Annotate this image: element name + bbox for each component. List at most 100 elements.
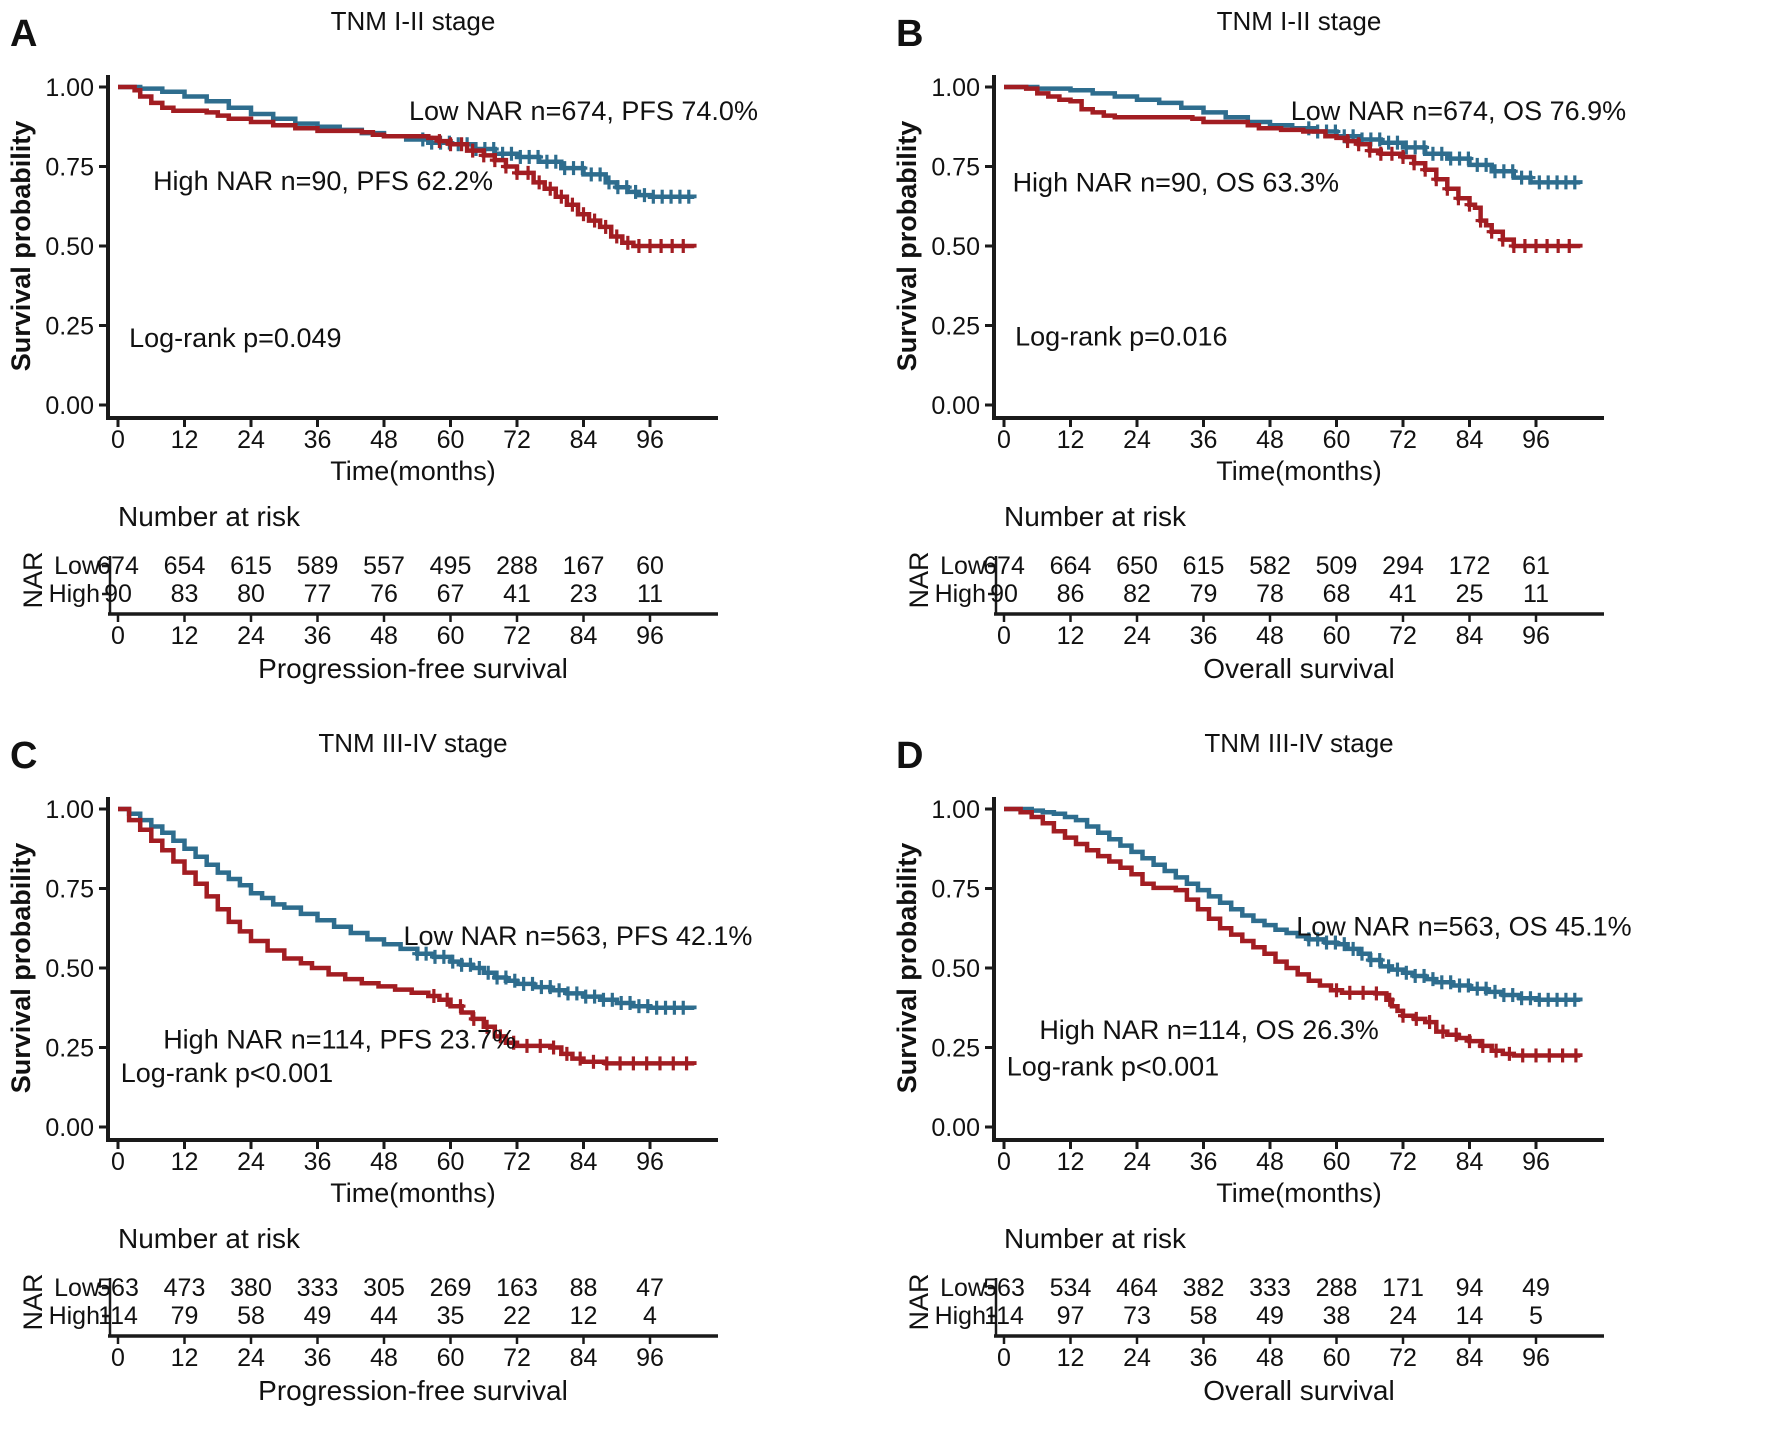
y-tick-label: 0.75: [45, 154, 94, 182]
risk-value-high: 14: [1456, 1302, 1484, 1330]
risk-value-high: 79: [171, 1302, 199, 1330]
x-tick-label: 24: [1123, 426, 1151, 454]
risk-x-tick-label: 12: [1057, 1344, 1085, 1372]
risk-value-high: 25: [1456, 580, 1484, 608]
x-tick-label: 12: [1057, 1148, 1085, 1176]
risk-value-low: 47: [636, 1274, 664, 1302]
annotation-high: High NAR n=114, OS 26.3%: [1039, 1015, 1378, 1045]
x-tick-label: 72: [1389, 426, 1417, 454]
x-tick-label: 48: [1256, 1148, 1284, 1176]
risk-x-tick-label: 96: [1522, 622, 1550, 650]
risk-value-high: 76: [370, 580, 398, 608]
risk-row-label-high: High: [935, 580, 986, 608]
risk-value-high: 67: [437, 580, 465, 608]
x-tick-label: 60: [437, 426, 465, 454]
risk-x-tick-label: 48: [370, 1344, 398, 1372]
risk-x-tick-label: 24: [1123, 1344, 1151, 1372]
x-tick-label: 84: [1456, 1148, 1484, 1176]
x-tick-label: 60: [1323, 1148, 1351, 1176]
risk-value-low: 88: [570, 1274, 598, 1302]
x-tick-label: 36: [1190, 426, 1218, 454]
risk-table-heading: Number at risk: [118, 1223, 301, 1254]
risk-x-tick-label: 84: [570, 622, 598, 650]
x-tick-label: 60: [437, 1148, 465, 1176]
y-tick-label: 0.50: [45, 955, 94, 983]
x-tick-label: 36: [304, 426, 332, 454]
risk-table-heading: Number at risk: [1004, 1223, 1187, 1254]
risk-x-tick-label: 48: [1256, 1344, 1284, 1372]
risk-value-high: 5: [1529, 1302, 1543, 1330]
risk-value-low: 61: [1522, 552, 1550, 580]
y-tick-label: 0.50: [931, 955, 980, 983]
bottom-label: Progression-free survival: [258, 1375, 568, 1406]
censor-marks-high-nar: [428, 988, 692, 1071]
risk-value-low: 288: [496, 552, 538, 580]
y-tick-label: 0.75: [931, 876, 980, 904]
risk-value-low: 563: [97, 1274, 139, 1302]
risk-x-tick-label: 0: [111, 1344, 125, 1372]
x-tick-label: 24: [237, 1148, 265, 1176]
y-tick-label: 0.00: [931, 1114, 980, 1142]
panel-title: TNM I-II stage: [1217, 6, 1382, 36]
risk-value-high: 80: [237, 580, 265, 608]
x-axis-label: Time(months): [330, 1178, 496, 1208]
risk-value-high: 90: [104, 580, 132, 608]
x-tick-label: 72: [503, 1148, 531, 1176]
annotation-low: Low NAR n=563, OS 45.1%: [1296, 912, 1631, 942]
annotation-low: Low NAR n=563, PFS 42.1%: [403, 921, 752, 951]
risk-x-tick-label: 36: [1190, 1344, 1218, 1372]
risk-group-label: NAR: [18, 551, 48, 608]
x-tick-label: 96: [636, 426, 664, 454]
x-tick-label: 12: [1057, 426, 1085, 454]
risk-value-low: 589: [297, 552, 339, 580]
risk-group-label: NAR: [18, 1273, 48, 1330]
x-tick-label: 72: [503, 426, 531, 454]
risk-value-high: 86: [1057, 580, 1085, 608]
risk-value-high: 4: [643, 1302, 657, 1330]
risk-x-tick-label: 12: [1057, 622, 1085, 650]
risk-x-tick-label: 36: [1190, 622, 1218, 650]
risk-value-low: 650: [1116, 552, 1158, 580]
risk-x-tick-label: 84: [1456, 622, 1484, 650]
risk-value-high: 83: [171, 580, 199, 608]
risk-value-low: 49: [1522, 1274, 1550, 1302]
x-axis-label: Time(months): [1216, 1178, 1382, 1208]
risk-x-tick-label: 72: [503, 1344, 531, 1372]
risk-value-high: 41: [1389, 580, 1417, 608]
risk-value-low: 163: [496, 1274, 538, 1302]
risk-value-low: 534: [1050, 1274, 1092, 1302]
y-tick-label: 1.00: [45, 74, 94, 102]
risk-x-tick-label: 96: [636, 622, 664, 650]
risk-group-label: NAR: [904, 1273, 934, 1330]
risk-value-low: 333: [297, 1274, 339, 1302]
risk-value-high: 38: [1323, 1302, 1351, 1330]
bottom-label: Progression-free survival: [258, 653, 568, 684]
y-tick-label: 0.25: [45, 313, 94, 341]
panel-title: TNM III-IV stage: [1204, 728, 1393, 758]
risk-value-low: 167: [563, 552, 605, 580]
risk-value-low: 60: [636, 552, 664, 580]
risk-value-high: 68: [1323, 580, 1351, 608]
risk-x-tick-label: 84: [570, 1344, 598, 1372]
annotation-low: Low NAR n=674, PFS 74.0%: [409, 96, 758, 126]
y-tick-label: 0.50: [931, 233, 980, 261]
risk-x-tick-label: 48: [1256, 622, 1284, 650]
risk-group-label: NAR: [904, 551, 934, 608]
x-tick-label: 48: [370, 426, 398, 454]
x-tick-label: 0: [111, 1148, 125, 1176]
x-axis-label: Time(months): [1216, 456, 1382, 486]
risk-value-low: 269: [430, 1274, 472, 1302]
risk-value-low: 464: [1116, 1274, 1158, 1302]
x-tick-label: 84: [570, 1148, 598, 1176]
risk-x-tick-label: 36: [304, 1344, 332, 1372]
risk-x-tick-label: 24: [237, 1344, 265, 1372]
x-tick-label: 0: [111, 426, 125, 454]
annotation-logrank: Log-rank p=0.049: [129, 323, 341, 353]
risk-value-high: 11: [637, 580, 663, 608]
annotation-logrank: Log-rank p=0.016: [1015, 322, 1227, 352]
x-tick-label: 96: [636, 1148, 664, 1176]
risk-value-high: 23: [570, 580, 598, 608]
risk-x-tick-label: 96: [636, 1344, 664, 1372]
risk-value-low: 305: [363, 1274, 405, 1302]
